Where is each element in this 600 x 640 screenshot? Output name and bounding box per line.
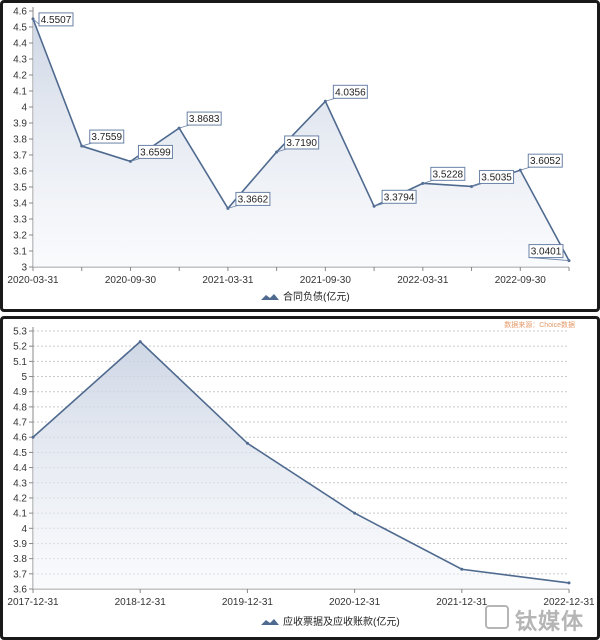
x-tick-label: 2017-12-31 (7, 597, 59, 608)
y-tick-label: 4.7 (13, 418, 27, 429)
x-tick-label: 2022-09-30 (495, 275, 547, 286)
y-tick-label: 5.2 (13, 342, 27, 353)
y-tick-label: 4.5 (13, 23, 27, 34)
legend-area-icon (261, 619, 279, 625)
x-tick-label: 2018-12-31 (115, 597, 167, 608)
y-tick-label: 4.2 (13, 493, 27, 504)
data-label-box (381, 189, 417, 204)
x-tick-label: 2021-09-30 (300, 275, 352, 286)
y-tick-label: 4 (21, 103, 27, 114)
y-tick-label: 4.6 (13, 7, 27, 18)
data-point[interactable] (460, 567, 464, 571)
data-point[interactable] (138, 340, 142, 344)
x-tick-label: 2020-09-30 (105, 275, 157, 286)
receivables-chart: 3.6 3.7 3.8 3.9 4 4.1 4.2 4.3 4.4 4.5 4.6 4.7 4.8 4.9… (7, 320, 595, 628)
y-tick-label: 3.7 (13, 569, 27, 580)
legend-label: 合同负债(亿元) (283, 290, 350, 303)
data-label: 3.7190 (286, 138, 317, 149)
y-tick-label: 4.4 (13, 463, 27, 474)
titanium-media-watermark: 钛媒体 (485, 601, 591, 635)
x-tick-label: 2019-12-31 (222, 597, 274, 608)
data-point[interactable] (353, 511, 357, 515)
y-tick-label: 5 (21, 372, 27, 383)
data-label-box (186, 111, 222, 126)
x-tick-label: 2022-12-31 (543, 597, 595, 608)
data-label-box (527, 153, 563, 168)
contract-liabilities-chart: 3 3.1 3.2 3.3 3.4 3.5 3.6 3.7 3.8 3.9 4 4.1 4.2 4.3 4.… (7, 7, 571, 303)
data-label: 3.7559 (91, 132, 122, 143)
legend-area-icon (261, 294, 279, 300)
y-tick-label: 3.6 (13, 167, 27, 178)
x-tick-label: 2021-03-31 (202, 275, 254, 286)
data-label: 3.6599 (140, 147, 171, 158)
y-tick-label: 4.3 (13, 478, 27, 489)
watermark-logo-icon (485, 605, 509, 629)
y-tick-label: 4.4 (13, 39, 27, 50)
y-tick-label: 5.1 (13, 357, 27, 368)
source-note: 数据来源：Choice数据 (504, 320, 575, 329)
contract-liabilities-chart-panel: 3 3.1 3.2 3.3 3.4 3.5 3.6 3.7 3.8 3.9 4 4.1 4.2 4.3 4.… (0, 0, 600, 312)
y-tick-label: 3.4 (13, 199, 27, 210)
data-label: 3.6052 (530, 156, 561, 167)
y-tick-label: 4.1 (13, 509, 27, 520)
watermark-text: 钛媒体 (515, 610, 585, 635)
y-tick-label: 4 (21, 524, 27, 535)
data-label-box (38, 12, 74, 27)
y-tick-label: 3.5 (13, 183, 27, 194)
data-label-box (430, 166, 466, 181)
legend-label: 应收票据及应收账款(亿元) (283, 615, 400, 628)
data-label: 3.8683 (189, 114, 220, 125)
y-tick-label: 3.3 (13, 215, 27, 226)
data-label: 3.3794 (384, 192, 415, 203)
y-tick-label: 4.8 (13, 402, 27, 413)
receivables-chart-panel: 3.6 3.7 3.8 3.9 4 4.1 4.2 4.3 4.4 4.5 4.6 4.7 4.8 4.9… (0, 316, 600, 640)
y-tick-label: 4.9 (13, 387, 27, 398)
data-label-box (479, 169, 515, 184)
y-tick-label: 4.1 (13, 87, 27, 98)
data-label: 4.0356 (335, 87, 366, 98)
data-label: 3.3662 (238, 194, 269, 205)
data-label-leader (530, 257, 570, 261)
data-label: 4.5507 (41, 15, 72, 26)
y-tick-label: 3.2 (13, 231, 27, 242)
data-label-box (235, 191, 271, 206)
data-point[interactable] (567, 581, 571, 585)
y-tick-label: 3.8 (13, 554, 27, 565)
x-tick-label: 2022-03-31 (397, 275, 449, 286)
series-area (33, 341, 569, 589)
y-tick-label: 3.7 (13, 151, 27, 162)
data-label-box (89, 129, 125, 144)
x-tick-label: 2020-03-31 (7, 275, 59, 286)
data-label-box (137, 144, 173, 159)
data-label: 3.0401 (531, 247, 562, 258)
series-line (32, 340, 570, 584)
x-tick-label: 2020-12-31 (329, 597, 381, 608)
y-tick-label: 3.6 (13, 585, 27, 596)
y-tick-label: 4.5 (13, 448, 27, 459)
y-tick-label: 3.9 (13, 119, 27, 130)
y-tick-label: 3 (21, 263, 27, 274)
y-tick-label: 5.3 (13, 327, 27, 338)
y-tick-label: 4.2 (13, 71, 27, 82)
x-tick-label: 2021-12-31 (436, 597, 488, 608)
data-label: 3.5228 (433, 169, 464, 180)
data-label-box (332, 84, 368, 99)
y-tick-label: 3.9 (13, 539, 27, 550)
data-label-box (528, 244, 564, 259)
y-tick-label: 4.6 (13, 433, 27, 444)
y-tick-label: 4.3 (13, 55, 27, 66)
data-label: 3.5035 (481, 172, 512, 183)
y-tick-label: 3.1 (13, 247, 27, 258)
y-tick-label: 3.8 (13, 135, 27, 146)
data-point[interactable] (245, 441, 249, 445)
data-label-box (284, 135, 320, 150)
data-point[interactable] (31, 435, 35, 439)
